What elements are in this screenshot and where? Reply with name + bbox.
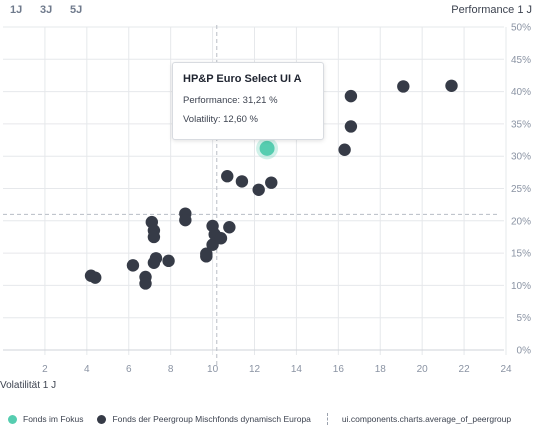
legend-focus-marker (8, 414, 17, 424)
peer-fund-point (139, 277, 152, 290)
legend-peer-label: Fonds der Peergroup Mischfonds dynamisch… (112, 414, 311, 424)
legend-focus-label: Fonds im Fokus (23, 414, 84, 424)
y-tick-label: 50% (511, 23, 531, 34)
y-tick-label: 25% (511, 184, 531, 195)
y-tick-label: 45% (511, 55, 531, 66)
x-tick-label: 14 (291, 364, 303, 375)
legend-peer-marker (97, 414, 107, 424)
x-tick-label: 22 (459, 364, 471, 375)
chart-legend: Fonds im Fokus Fonds der Peergroup Misch… (8, 413, 525, 425)
peer-fund-point (89, 271, 102, 284)
x-tick-label: 18 (375, 364, 387, 375)
peer-fund-point (126, 259, 140, 272)
peer-fund-point (397, 80, 410, 93)
x-tick-label: 10 (207, 364, 219, 375)
peer-fund-point (344, 120, 358, 133)
peer-fund-point (147, 230, 161, 244)
y-tick-label: 20% (511, 216, 531, 227)
tab-3j[interactable]: 3J (40, 4, 53, 16)
y-axis-title: Performance 1 J (451, 4, 532, 16)
x-tick-label: 16 (333, 364, 345, 375)
tab-5j[interactable]: 5J (70, 4, 83, 16)
peer-fund-point (338, 143, 351, 156)
focus-fund-point (259, 140, 275, 156)
y-tick-label: 35% (511, 119, 531, 130)
legend-item-average[interactable]: ui.components.charts.average_of_peergrou… (342, 414, 511, 424)
tooltip-volatility: Volatility: 12,60 % (183, 114, 258, 125)
peer-fund-point (235, 175, 249, 188)
peer-fund-point (147, 256, 161, 269)
period-tabs: 1J 3J 5J (10, 4, 100, 16)
y-tick-label: 0% (517, 346, 532, 357)
tooltip-performance: Performance: 31,21 % (183, 95, 278, 106)
peer-fund-point (162, 254, 175, 268)
x-tick-label: 4 (84, 364, 90, 375)
y-tick-label: 30% (511, 152, 531, 163)
x-tick-label: 8 (168, 364, 174, 375)
legend-item-peergroup[interactable]: Fonds der Peergroup Mischfonds dynamisch… (97, 414, 311, 424)
chart-tooltip: HP&P Euro Select UI A Performance: 31,21… (172, 62, 324, 140)
x-tick-label: 12 (249, 364, 261, 375)
legend-average-marker (326, 413, 328, 425)
peer-fund-point (252, 183, 265, 196)
legend-average-label: ui.components.charts.average_of_peergrou… (341, 414, 512, 424)
peer-fund-point (200, 247, 213, 260)
peer-fund-point (344, 89, 358, 103)
peer-fund-point (445, 79, 458, 92)
x-axis-title: Volatilität 1 J (0, 380, 57, 391)
x-tick-label: 2 (42, 364, 48, 375)
x-tick-label: 6 (126, 364, 132, 375)
peer-fund-point (179, 213, 192, 227)
legend-item-focus[interactable]: Fonds im Fokus (8, 414, 83, 424)
peer-fund-point (265, 176, 278, 189)
tooltip-title: HP&P Euro Select UI A (183, 73, 302, 85)
peer-fund-point (223, 221, 236, 234)
y-tick-label: 10% (511, 281, 531, 292)
peer-fund-point (214, 232, 228, 245)
y-tick-label: 15% (511, 249, 531, 260)
x-tick-label: 24 (500, 364, 512, 375)
tab-1j[interactable]: 1J (10, 4, 23, 16)
x-tick-label: 20 (417, 364, 429, 375)
peer-fund-point (221, 170, 234, 183)
y-tick-label: 5% (517, 313, 532, 324)
y-tick-label: 40% (511, 87, 531, 98)
peer-fund-point (206, 238, 219, 251)
